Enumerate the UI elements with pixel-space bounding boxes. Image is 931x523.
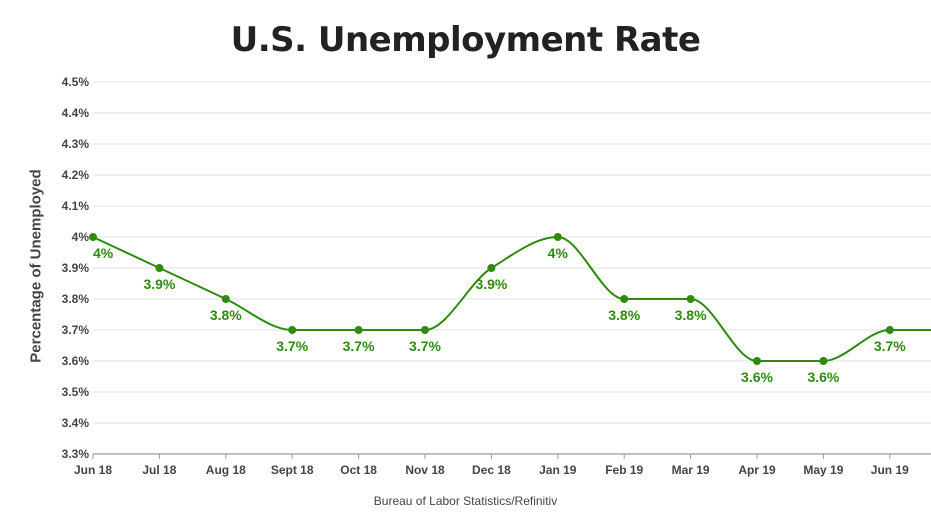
data-point	[487, 264, 496, 272]
data-point	[885, 326, 894, 334]
data-label: 3.8%	[210, 307, 242, 323]
x-tick-label: Oct 18	[340, 463, 377, 477]
data-label: 3.8%	[675, 307, 707, 323]
y-tick-label: 4.5%	[62, 75, 90, 89]
data-point	[89, 233, 97, 241]
y-tick-label: 3.9%	[62, 261, 90, 275]
x-tick-label: Aug 18	[206, 463, 246, 477]
x-tick-label: Dec 18	[472, 463, 511, 477]
series-line-group	[92, 235, 931, 363]
data-labels: 4% 3.9% 3.8% 3.7% 3.7% 3.7% 3.9% 4% 3.8% 3.8% 3.6%…	[93, 245, 906, 385]
series-line	[92, 235, 931, 363]
data-point	[221, 295, 230, 303]
data-point	[155, 264, 164, 272]
data-label: 3.7%	[276, 338, 308, 354]
x-tick-label: Jul 18	[142, 463, 176, 477]
data-label: 4%	[548, 245, 569, 261]
gridlines	[93, 81, 931, 424]
x-tick-label: Mar 19	[672, 463, 710, 477]
data-label: 3.7%	[343, 338, 375, 354]
y-tick-label: 4.2%	[62, 168, 90, 182]
x-tick-label: May 19	[803, 463, 843, 477]
x-tick-label: Sept 18	[271, 463, 314, 477]
source-note: Bureau of Labor Statistics/Refinitiv	[373, 494, 558, 508]
x-tick-label: Jun 19	[871, 463, 909, 477]
data-points	[89, 233, 894, 365]
y-tick-label: 3.4%	[62, 416, 90, 430]
data-label: 3.7%	[874, 338, 906, 354]
x-tick-label: Jan 19	[539, 463, 577, 477]
y-tick-label: 4.4%	[62, 106, 90, 120]
data-label: 3.7%	[409, 338, 441, 354]
chart-title: U.S. Unemployment Rate	[230, 20, 701, 60]
y-tick-label: 3.6%	[62, 354, 90, 368]
y-tick-label: 3.8%	[62, 292, 90, 306]
x-tick-label: Apr 19	[738, 463, 776, 477]
data-point	[553, 233, 562, 241]
data-point	[753, 357, 761, 365]
data-point	[620, 295, 629, 303]
data-label: 4%	[93, 245, 114, 261]
data-label: 3.9%	[475, 276, 507, 292]
y-tick-label: 4.1%	[62, 199, 90, 213]
data-label: 3.6%	[741, 369, 773, 385]
x-tick-label: Jun 18	[74, 463, 112, 477]
x-tick-label: Nov 18	[405, 463, 445, 477]
data-label: 3.8%	[608, 307, 640, 323]
axes: 3.3%3.4%3.5%3.6%3.7%3.8%3.9%4%4.1%4.2%4.…	[62, 75, 931, 477]
y-tick-label: 3.3%	[62, 447, 90, 461]
y-tick-label: 4.3%	[62, 137, 90, 151]
data-label: 3.6%	[807, 369, 839, 385]
data-point	[288, 326, 297, 334]
y-tick-label: 3.7%	[62, 323, 90, 337]
data-label: 3.9%	[143, 276, 175, 292]
data-point	[686, 295, 695, 303]
data-point	[354, 326, 363, 334]
y-tick-label: 3.5%	[62, 385, 90, 399]
x-tick-label: Feb 19	[605, 463, 643, 477]
y-tick-label: 4%	[72, 230, 90, 244]
data-point	[421, 326, 429, 334]
data-point	[819, 357, 828, 365]
